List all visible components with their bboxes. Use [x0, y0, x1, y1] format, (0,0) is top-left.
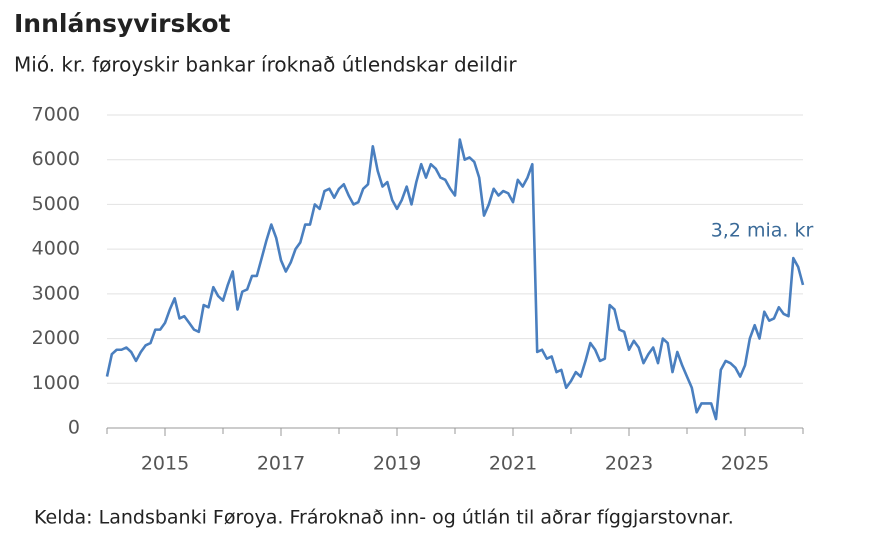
- y-tick-label: 6000: [32, 148, 80, 170]
- data-line: [105, 138, 805, 421]
- y-tick-label: 7000: [32, 104, 80, 126]
- x-tick-label: 2019: [373, 453, 421, 475]
- y-tick-label: 2000: [32, 327, 80, 349]
- y-tick-label: 5000: [32, 193, 80, 215]
- annotation: 3,2 mia. kr: [711, 220, 814, 242]
- y-tick-label: 4000: [32, 238, 80, 260]
- y-tick-label: 1000: [32, 372, 80, 394]
- x-tick-label: 2025: [721, 453, 769, 475]
- x-tick-label: 2015: [141, 453, 189, 475]
- x-tick-label: 2023: [605, 453, 653, 475]
- x-tick-label: 2021: [489, 453, 537, 475]
- y-tick-label: 0: [68, 417, 80, 439]
- y-tick-label: 3000: [32, 282, 80, 304]
- source-note: Kelda: Landsbanki Føroya. Frároknað inn-…: [34, 507, 734, 529]
- x-tick-label: 2017: [257, 453, 305, 475]
- chart-subtitle: Mió. kr. føroyskir bankar íroknað útlend…: [14, 53, 517, 77]
- chart-title: Innlánsyvirskot: [14, 9, 231, 38]
